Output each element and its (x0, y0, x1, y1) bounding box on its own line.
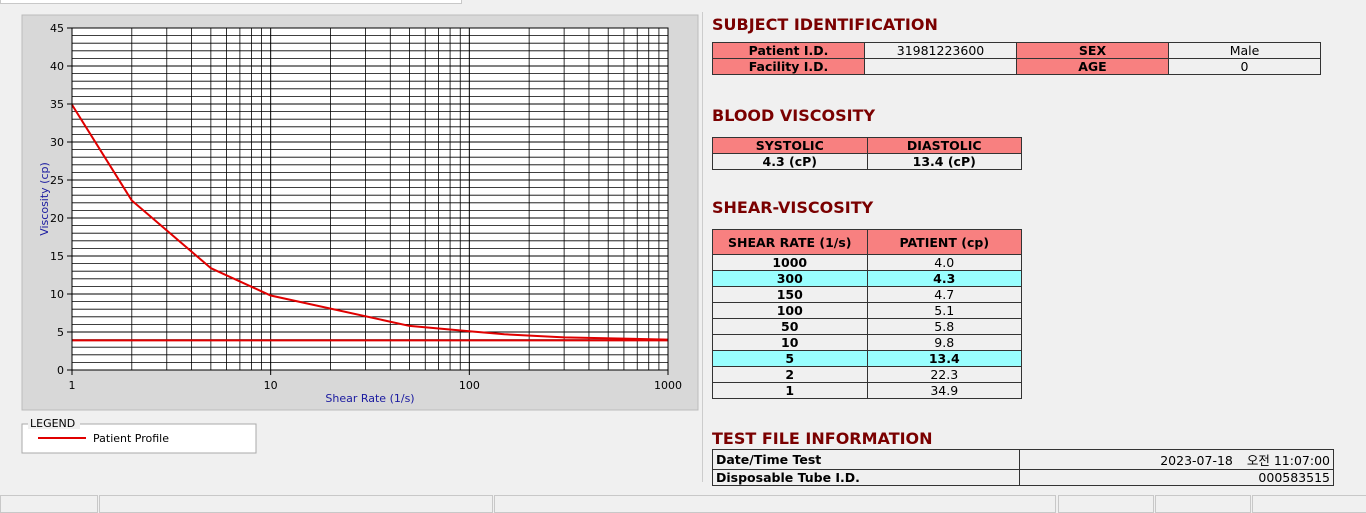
y-tick-label: 15 (50, 250, 64, 263)
section-title: TEST FILE INFORMATION (712, 429, 933, 448)
value-part: 2023-07-18 (1160, 453, 1233, 468)
cell-label: SEX (1016, 42, 1169, 59)
status-cell (1155, 495, 1251, 513)
left-panel (8, 12, 703, 482)
status-cell (99, 495, 493, 513)
cell: 13.4 (866, 350, 1022, 367)
cell: 300 (712, 270, 868, 287)
plot-area (72, 28, 668, 370)
header-cell: DIASTOLIC (866, 137, 1022, 154)
y-axis-label: Viscosity (cp) (38, 162, 51, 236)
cell-label: AGE (1016, 58, 1169, 75)
y-tick-label: 5 (57, 326, 64, 339)
x-tick-label: 10 (264, 379, 278, 392)
cell: 1 (712, 382, 868, 399)
data-line (71, 104, 669, 341)
y-tick-label: 10 (50, 288, 64, 301)
cell-label: Disposable Tube I.D. (712, 469, 1020, 486)
cell: 5 (712, 350, 868, 367)
cell-value: 2023-07-18 오전 11:07:00 (1019, 449, 1334, 470)
y-tick-label: 35 (50, 98, 64, 111)
shear-viscosity-table: SHEAR RATE (1/s) PATIENT (cp) 1000 4.0 300 4.… (712, 229, 1022, 399)
cell-label: Date/Time Test (712, 449, 1020, 470)
cell-value: 31981223600 (864, 42, 1017, 59)
value-cell: 13.4 (cP) (866, 153, 1022, 170)
section-title: BLOOD VISCOSITY (712, 106, 876, 125)
section-title: SUBJECT IDENTIFICATION (712, 15, 938, 34)
value-part: 000583515 (1258, 470, 1330, 485)
value-part: 오전 11:07:00 (1246, 453, 1330, 468)
legend-label: Patient Profile (93, 432, 169, 445)
table-row: 1 34.9 (712, 382, 1022, 399)
table-row: 150 4.7 (712, 286, 1022, 303)
cell: 10 (712, 334, 868, 351)
header-cell: SYSTOLIC (712, 137, 868, 154)
subject-table: Patient I.D. 31981223600 SEX Male Facility I… (712, 42, 1321, 75)
x-axis-label: Shear Rate (1/s) (325, 392, 414, 405)
status-cell (0, 495, 98, 513)
x-tick-label: 1000 (654, 379, 682, 392)
x-tick-label: 1 (69, 379, 76, 392)
cell: 4.7 (866, 286, 1022, 303)
cell-value (864, 58, 1017, 75)
table-row: SYSTOLIC DIASTOLIC (712, 137, 1022, 154)
cell-label: Facility I.D. (712, 58, 865, 75)
table-row: SHEAR RATE (1/s) PATIENT (cp) (712, 229, 1022, 255)
plot-frame (71, 27, 669, 371)
y-tick-label: 45 (50, 22, 64, 35)
cell: 9.8 (866, 334, 1022, 351)
header-cell: SHEAR RATE (1/s) (712, 229, 868, 255)
cell: 2 (712, 366, 868, 383)
legend-title-bg (28, 417, 80, 429)
table-row: Disposable Tube I.D. 000583515 (712, 469, 1334, 486)
section-title: SHEAR-VISCOSITY (712, 198, 874, 217)
cell: 4.0 (866, 254, 1022, 271)
header-cell: PATIENT (cp) (866, 229, 1022, 255)
value-cell: 4.3 (cP) (712, 153, 868, 170)
table-row: Facility I.D. AGE 0 (712, 58, 1321, 75)
table-row: Patient I.D. 31981223600 SEX Male (712, 42, 1321, 59)
cell: 1000 (712, 254, 868, 271)
table-row: 5 13.4 (712, 350, 1022, 367)
y-tick-label: 30 (50, 136, 64, 149)
table-row: 10 9.8 (712, 334, 1022, 351)
top-strip (0, 0, 462, 4)
table-row: 2 22.3 (712, 366, 1022, 383)
status-cell (1252, 495, 1366, 513)
table-row: 50 5.8 (712, 318, 1022, 335)
chart: 0 5 10 15 20 25 30 35 40 45 1 10 100 1000 Shear Rate … (21, 14, 699, 454)
table-row: 1000 4.0 (712, 254, 1022, 271)
cell: 100 (712, 302, 868, 319)
table-row: 100 5.1 (712, 302, 1022, 319)
y-tick-label: 0 (57, 364, 64, 377)
test-file-table: Date/Time Test 2023-07-18 오전 11:07:00 Dispo… (712, 449, 1334, 486)
status-cell (1058, 495, 1154, 513)
table-row: 300 4.3 (712, 270, 1022, 287)
cell: 4.3 (866, 270, 1022, 287)
y-tick-label: 25 (50, 174, 64, 187)
cell: 5.8 (866, 318, 1022, 335)
cell: 22.3 (866, 366, 1022, 383)
x-tick-label: 100 (459, 379, 480, 392)
cell: 34.9 (866, 382, 1022, 399)
status-cell (494, 495, 1056, 513)
cell: 50 (712, 318, 868, 335)
cell: 5.1 (866, 302, 1022, 319)
cell-value: 0 (1168, 58, 1321, 75)
cell-label: Patient I.D. (712, 42, 865, 59)
cell-value: Male (1168, 42, 1321, 59)
table-row: 4.3 (cP) 13.4 (cP) (712, 153, 1022, 170)
y-tick-label: 40 (50, 60, 64, 73)
cell-value: 000583515 (1019, 469, 1334, 486)
table-row: Date/Time Test 2023-07-18 오전 11:07:00 (712, 449, 1334, 470)
legend-title: LEGEND (30, 417, 75, 430)
y-tick-label: 20 (50, 212, 64, 225)
cell: 150 (712, 286, 868, 303)
blood-viscosity-table: SYSTOLIC DIASTOLIC 4.3 (cP) 13.4 (cP) (712, 137, 1022, 170)
